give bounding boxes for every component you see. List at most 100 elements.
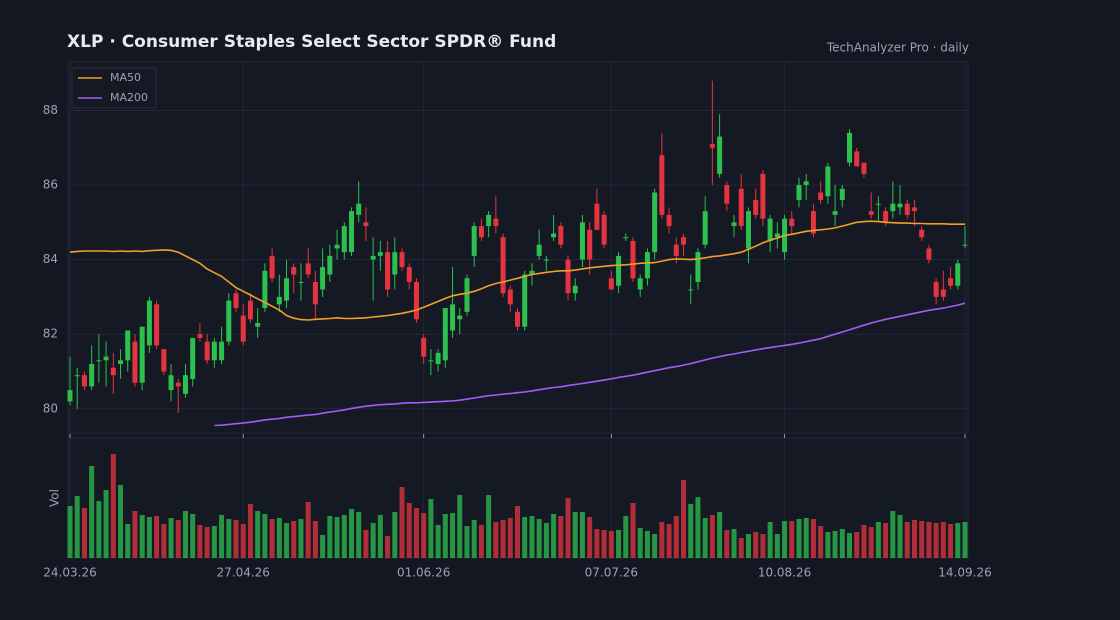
candle-body	[507, 289, 513, 305]
candle-body	[406, 267, 412, 282]
volume-bar	[601, 530, 607, 558]
candle-body	[724, 185, 730, 204]
volume-bar	[125, 524, 131, 558]
volume-bar	[450, 513, 456, 558]
volume-bar	[377, 515, 383, 558]
volume-bar	[904, 522, 910, 558]
candle-body	[875, 203, 881, 205]
candle-body	[810, 211, 816, 234]
volume-bar	[197, 525, 203, 558]
candle-body	[421, 337, 427, 357]
candle-body	[536, 244, 542, 256]
candle-body	[579, 222, 585, 260]
volume-bar	[507, 518, 513, 558]
volume-bar	[753, 532, 759, 558]
volume-bar	[291, 521, 297, 558]
volume-bar	[175, 520, 181, 558]
volume-bar	[803, 518, 809, 558]
volume-bar	[392, 512, 398, 558]
candle-body	[125, 330, 131, 361]
y-tick-label: 80	[43, 401, 58, 415]
volume-bar	[132, 511, 138, 558]
volume-bar	[940, 522, 946, 558]
candle-body	[897, 203, 903, 208]
y-tick-label: 86	[43, 178, 58, 192]
volume-bar	[320, 535, 326, 558]
volume-bar	[305, 502, 311, 558]
candle-body	[616, 255, 622, 286]
candle-body	[377, 252, 383, 256]
volume-bar	[370, 523, 376, 558]
candle-body	[868, 211, 874, 215]
candle-body	[493, 218, 499, 227]
candle-body	[219, 341, 225, 361]
volume-bar	[919, 521, 925, 558]
volume-bar	[644, 531, 650, 558]
candle-body	[428, 360, 434, 362]
volume-bar	[681, 480, 687, 558]
candle-body	[312, 281, 318, 305]
volume-bar	[623, 516, 629, 558]
volume-bar	[926, 522, 932, 558]
volume-bar	[688, 504, 694, 558]
volume-bar	[247, 504, 253, 558]
candle-body	[854, 151, 860, 167]
candle-body	[327, 255, 333, 275]
candle-body	[139, 326, 145, 383]
volume-bar	[709, 515, 715, 558]
candle-body	[435, 352, 441, 365]
volume-bar	[695, 497, 701, 558]
candle-body	[789, 218, 795, 227]
candle-body	[753, 199, 759, 215]
candle-body	[67, 390, 73, 402]
chart-title: XLP · Consumer Staples Select Sector SPD…	[67, 32, 556, 52]
volume-bar	[110, 454, 116, 558]
volume-bar	[897, 515, 903, 558]
volume-bar	[594, 529, 600, 558]
volume-bar	[276, 518, 282, 558]
volume-bar	[428, 499, 434, 558]
volume-bar	[161, 524, 167, 558]
candle-body	[948, 278, 954, 286]
candle-body	[486, 214, 492, 227]
candle-body	[413, 281, 419, 320]
volume-bar	[616, 530, 622, 558]
volume-bar	[457, 495, 463, 558]
candle-body	[847, 132, 853, 163]
volume-bar	[875, 522, 881, 558]
volume-bar	[522, 517, 528, 558]
candle-body	[500, 237, 506, 294]
volume-bar	[81, 508, 87, 558]
candle-body	[363, 222, 369, 227]
candle-body	[262, 270, 268, 309]
volume-bar	[839, 529, 845, 558]
candle-body	[717, 136, 723, 174]
candle-body	[839, 188, 845, 200]
volume-bar	[955, 523, 961, 558]
candle-body	[132, 341, 138, 383]
volume-bar	[269, 519, 275, 558]
x-tick-label: 01.06.26	[397, 566, 450, 580]
candle-body	[955, 263, 961, 286]
candle-body	[305, 263, 311, 275]
volume-bar	[962, 522, 968, 558]
volume-bar	[652, 534, 658, 558]
candle-body	[356, 203, 362, 215]
candle-body	[204, 341, 210, 361]
volume-bar	[659, 522, 665, 558]
volume-bar	[168, 518, 174, 558]
volume-bar	[334, 517, 340, 558]
candle-body	[832, 211, 838, 215]
candle-body	[919, 229, 925, 238]
candle-body	[601, 214, 607, 245]
candle-body	[255, 323, 261, 327]
volume-bar	[154, 516, 160, 558]
candle-body	[738, 188, 744, 227]
volume-bar	[240, 524, 246, 558]
candle-body	[284, 278, 290, 301]
volume-bar	[608, 531, 614, 558]
volume-bar	[219, 515, 225, 558]
ma-line	[214, 302, 966, 427]
volume-label: Vol	[48, 489, 62, 507]
candle-body	[334, 244, 340, 249]
